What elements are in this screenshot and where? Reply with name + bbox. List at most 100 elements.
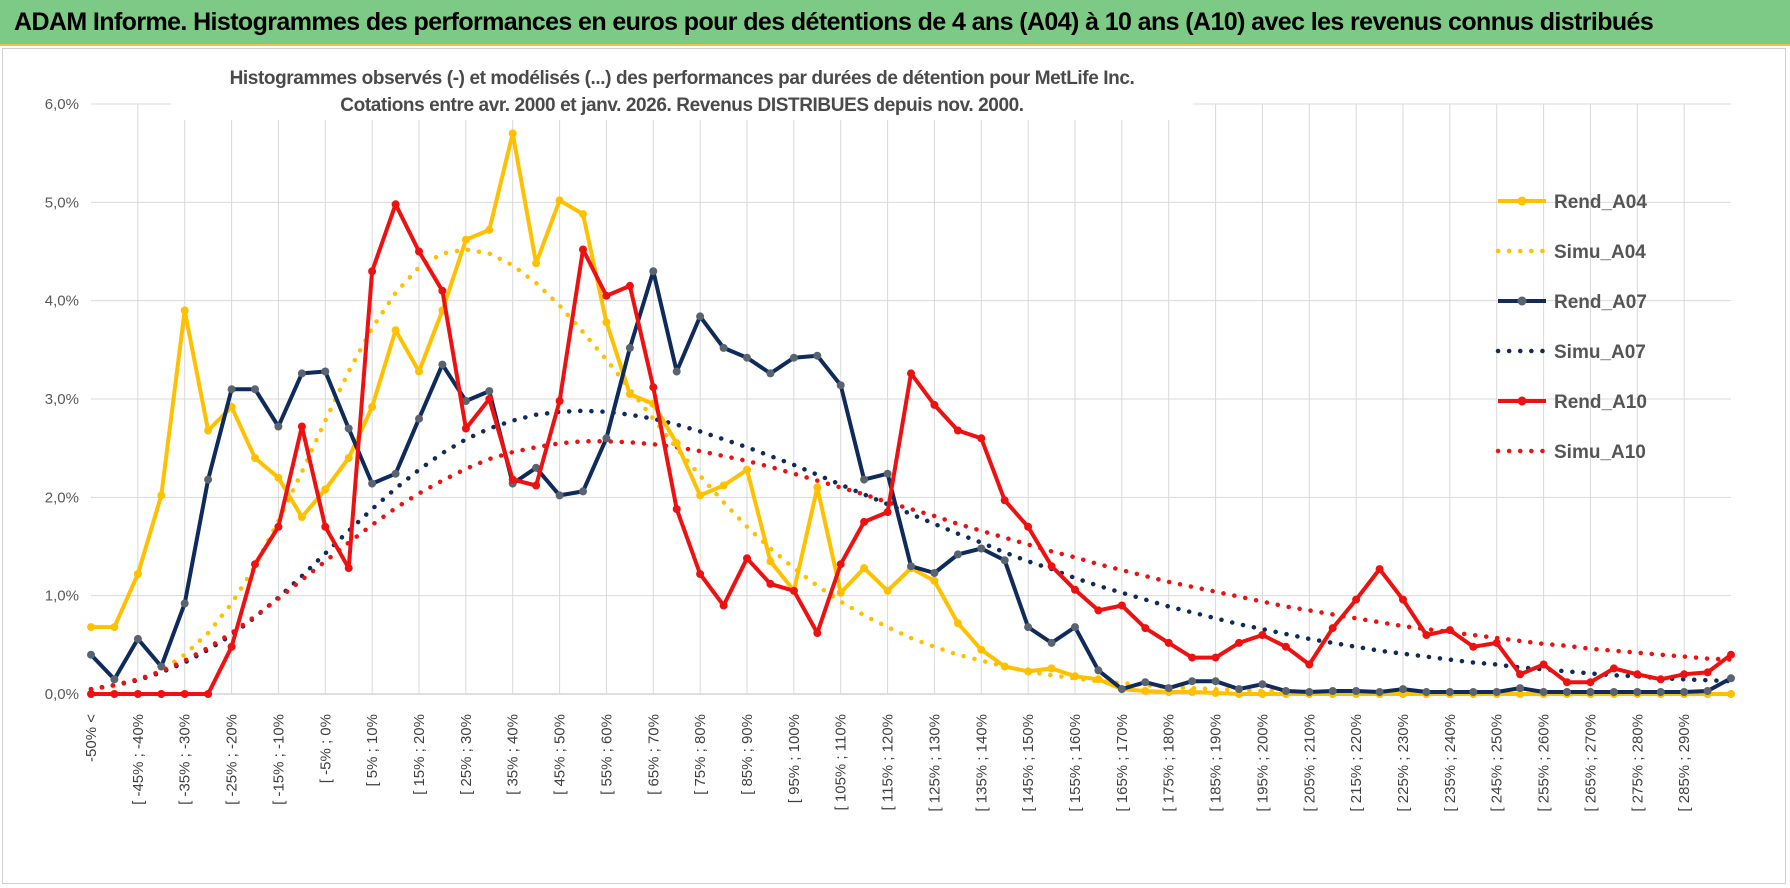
series-Rend_A04 [87, 129, 1735, 698]
point-Rend_A10 [1563, 678, 1571, 687]
point-Rend_A04 [813, 483, 822, 492]
report-title: ADAM Informe. Histogrammes des performan… [14, 8, 1654, 36]
point-Rend_A10 [1258, 631, 1267, 639]
point-Rend_A07 [1516, 684, 1525, 693]
y-tick-label: 3,0% [45, 391, 79, 408]
x-tick-label: [ 25% ; 30% [458, 714, 475, 795]
point-Rend_A07 [321, 367, 330, 376]
point-Rend_A10 [1000, 496, 1009, 505]
point-Rend_A04 [1071, 672, 1079, 681]
x-tick-label: [ 175% ; 180% [1161, 714, 1178, 812]
point-Rend_A07 [204, 475, 213, 484]
point-Rend_A07 [87, 650, 95, 659]
point-Rend_A07 [555, 491, 564, 500]
point-Rend_A07 [1141, 678, 1150, 687]
point-Rend_A10 [1727, 650, 1735, 659]
point-Rend_A07 [1235, 685, 1243, 694]
point-Rend_A10 [1703, 668, 1712, 677]
point-Rend_A04 [110, 623, 119, 632]
point-Rend_A10 [883, 508, 892, 517]
point-Rend_A04 [485, 225, 494, 234]
point-Rend_A10 [1492, 638, 1501, 647]
point-Rend_A07 [368, 479, 377, 488]
legend-entry-Simu_A10: Simu_A10 [1495, 442, 1646, 463]
x-tick-label: [ 235% ; 240% [1442, 714, 1459, 812]
point-Rend_A07 [1422, 688, 1431, 696]
point-Rend_A10 [461, 424, 470, 433]
line-Simu_A04 [88, 247, 1734, 697]
point-Rend_A07 [1305, 688, 1314, 696]
point-Rend_A04 [180, 306, 189, 315]
point-Rend_A04 [719, 481, 728, 490]
point-Rend_A07 [157, 662, 166, 671]
point-Rend_A07 [532, 463, 541, 472]
point-Rend_A04 [555, 196, 564, 205]
point-Rend_A07 [461, 397, 470, 405]
point-Rend_A07 [1281, 687, 1290, 695]
x-tick-label: [ 105% ; 110% [833, 714, 850, 810]
point-Rend_A07 [1563, 688, 1571, 696]
point-Rend_A10 [227, 642, 236, 651]
x-tick-label: [ 255% ; 260% [1536, 714, 1553, 812]
x-tick-label: [ 135% ; 140% [973, 714, 990, 812]
point-Rend_A07 [133, 634, 142, 643]
legend-entry-Simu_A07: Simu_A07 [1495, 342, 1646, 363]
x-tick-label: [ 165% ; 170% [1114, 714, 1131, 812]
point-Rend_A04 [602, 318, 611, 327]
point-Rend_A07 [883, 469, 892, 478]
point-Rend_A04 [321, 485, 330, 494]
point-Rend_A04 [1727, 690, 1735, 698]
point-Rend_A04 [1516, 690, 1525, 698]
x-tick-label: [ 205% ; 210% [1301, 714, 1318, 812]
point-Rend_A07 [1352, 687, 1361, 695]
x-tick-label: [ -25% ; -20% [224, 714, 241, 805]
point-Rend_A04 [274, 473, 283, 482]
x-tick-label: [ 225% ; 230% [1395, 714, 1412, 812]
legend-label-Simu_A04: Simu_A04 [1554, 242, 1646, 263]
point-Rend_A10 [180, 690, 189, 698]
point-Rend_A07 [907, 562, 915, 571]
point-Rend_A07 [1680, 688, 1689, 696]
point-Rend_A10 [813, 629, 822, 637]
report-header: ADAM Informe. Histogrammes des performan… [0, 0, 1790, 46]
point-Rend_A10 [1235, 638, 1243, 647]
point-Rend_A10 [204, 690, 213, 698]
x-tick-label: [ 65% ; 70% [645, 714, 662, 795]
line-Rend_A07 [89, 269, 1732, 694]
point-Rend_A07 [1609, 688, 1618, 696]
x-tick-label: [ -15% ; -10% [270, 714, 287, 805]
point-Rend_A07 [930, 569, 939, 577]
legend-marker-Rend_A07 [1517, 296, 1527, 306]
point-Rend_A04 [883, 586, 892, 595]
point-Rend_A07 [1000, 556, 1009, 565]
point-Rend_A07 [1539, 688, 1548, 696]
point-Rend_A07 [1375, 688, 1384, 696]
point-Rend_A07 [1071, 623, 1079, 632]
point-Rend_A07 [719, 343, 728, 352]
point-Rend_A07 [1399, 685, 1407, 694]
point-Rend_A04 [297, 513, 306, 521]
point-Rend_A07 [1117, 685, 1126, 694]
legend-entry-Rend_A07: Rend_A07 [1498, 292, 1647, 313]
point-Rend_A10 [1071, 585, 1079, 594]
chart-title-background [171, 56, 1193, 120]
point-Rend_A10 [743, 554, 751, 563]
point-Rend_A10 [1328, 624, 1337, 633]
point-Rend_A07 [1258, 680, 1267, 689]
point-Rend_A10 [1375, 565, 1384, 574]
point-Rend_A10 [930, 400, 939, 409]
point-Rend_A07 [274, 422, 283, 431]
point-Rend_A04 [368, 402, 377, 411]
point-Rend_A04 [625, 390, 634, 399]
legend-label-Rend_A07: Rend_A07 [1554, 292, 1647, 313]
point-Rend_A10 [649, 383, 658, 392]
point-Rend_A07 [438, 360, 447, 369]
point-Rend_A07 [1633, 688, 1642, 696]
point-Rend_A10 [1188, 653, 1197, 662]
point-Rend_A10 [579, 245, 587, 254]
x-tick-label: [ 95% ; 100% [786, 714, 803, 803]
point-Rend_A07 [485, 387, 494, 396]
point-Rend_A07 [1469, 688, 1478, 696]
point-Rend_A10 [1399, 595, 1407, 604]
point-Rend_A04 [1188, 688, 1197, 696]
